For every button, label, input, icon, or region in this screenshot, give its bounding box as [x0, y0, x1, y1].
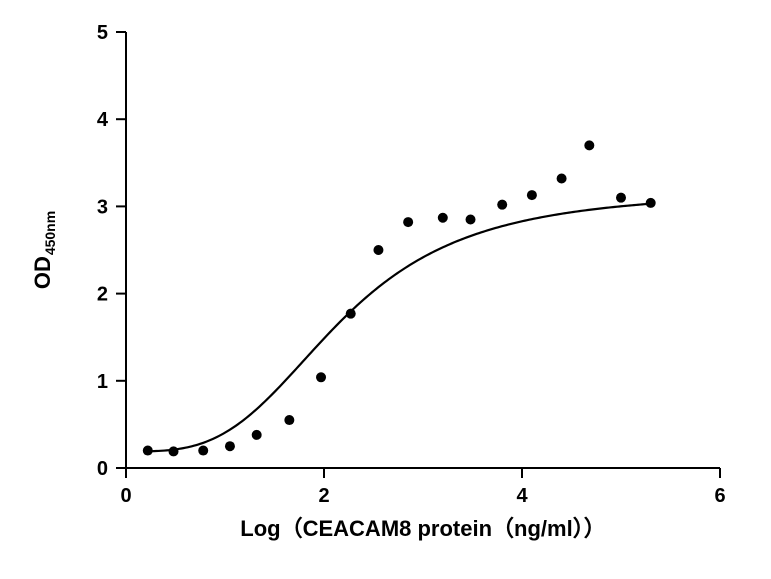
- y-tick-label: 1: [97, 371, 108, 393]
- data-point: [373, 245, 383, 255]
- data-point: [252, 430, 262, 440]
- x-axis-title: Log（CEACAM8 protein（ng/ml））: [240, 516, 605, 541]
- data-point: [169, 446, 179, 456]
- dose-response-chart: 0246012345Log（CEACAM8 protein（ng/ml））OD4…: [0, 0, 771, 579]
- data-point: [557, 173, 567, 183]
- data-point: [225, 441, 235, 451]
- data-point: [284, 415, 294, 425]
- y-tick-label: 3: [97, 196, 108, 218]
- data-point: [527, 190, 537, 200]
- x-tick-label: 2: [318, 485, 329, 507]
- data-point: [316, 372, 326, 382]
- data-point: [346, 309, 356, 319]
- data-point: [497, 200, 507, 210]
- data-point: [143, 446, 153, 456]
- data-point: [646, 198, 656, 208]
- x-tick-label: 6: [714, 485, 725, 507]
- x-tick-label: 4: [516, 485, 528, 507]
- data-point: [403, 217, 413, 227]
- y-tick-label: 2: [97, 284, 108, 306]
- x-tick-label: 0: [120, 485, 131, 507]
- data-point: [466, 214, 476, 224]
- data-point: [438, 213, 448, 223]
- data-point: [584, 140, 594, 150]
- y-tick-label: 4: [97, 109, 109, 131]
- y-tick-label: 0: [97, 458, 108, 480]
- data-point: [616, 193, 626, 203]
- y-tick-label: 5: [97, 22, 108, 44]
- data-point: [198, 446, 208, 456]
- plot-background: [0, 0, 771, 579]
